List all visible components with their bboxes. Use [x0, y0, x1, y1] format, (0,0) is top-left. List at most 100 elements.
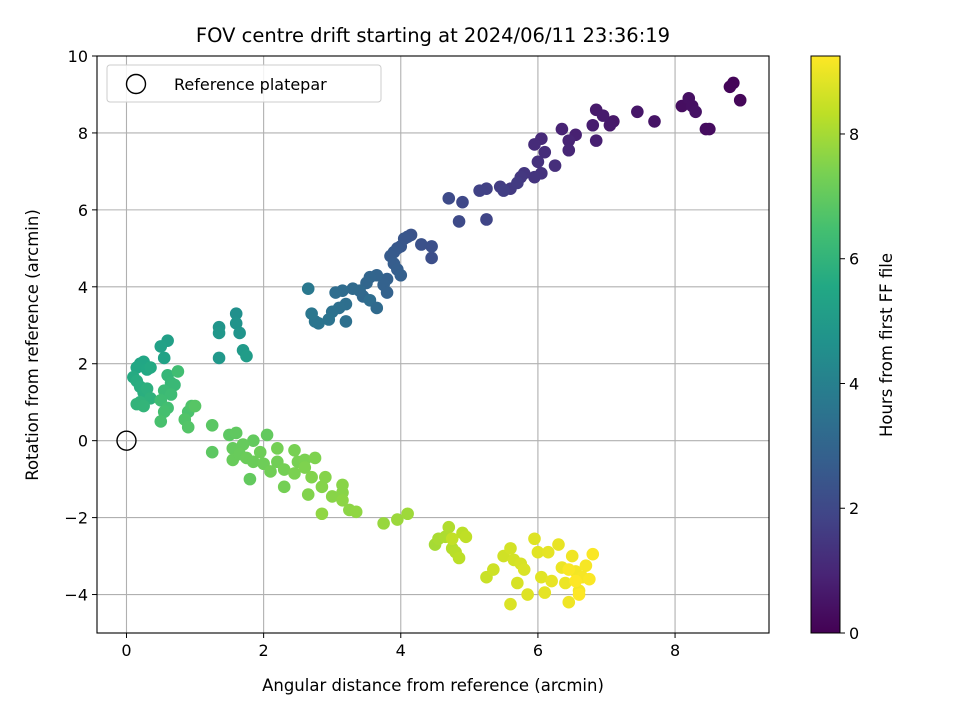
data-point [487, 563, 500, 576]
data-point [370, 301, 384, 315]
data-point [264, 465, 277, 478]
data-point [277, 463, 291, 476]
data-point [391, 513, 404, 526]
data-point [336, 478, 349, 492]
data-point [425, 251, 438, 265]
data-point [545, 574, 558, 588]
data-point [157, 351, 171, 365]
y-tick-label: 4 [78, 278, 88, 297]
data-point [452, 551, 466, 565]
x-tick-label: 2 [259, 641, 269, 660]
data-point [247, 455, 260, 469]
data-point [157, 405, 171, 419]
data-point [325, 490, 339, 503]
data-point [559, 576, 572, 590]
data-point [459, 530, 473, 544]
legend[interactable]: Reference platepar [106, 64, 382, 103]
data-point [229, 426, 243, 440]
data-point [511, 176, 524, 190]
data-point [140, 382, 154, 396]
x-tick-label: 6 [533, 641, 543, 660]
data-point [346, 282, 360, 296]
y-axis-label: Rotation from reference (arcmin) [23, 209, 42, 481]
axis-ticks: 0 2 4 6 8 −4 −2 0 2 4 6 8 10 [64, 47, 680, 660]
data-point [456, 195, 469, 209]
data-point [528, 170, 541, 184]
data-point [154, 415, 168, 428]
data-point [504, 597, 517, 611]
data-point [528, 138, 541, 151]
data-point [137, 399, 150, 413]
chart-title: FOV centre drift starting at 2024/06/11 … [196, 24, 670, 47]
data-point [689, 105, 702, 119]
data-point [315, 507, 329, 521]
data-point [603, 118, 617, 132]
data-point [511, 576, 524, 590]
data-point [260, 428, 274, 442]
data-point [442, 192, 456, 205]
data-point [336, 493, 349, 507]
colorbar-label: Hours from first FF file [877, 253, 896, 437]
legend-label: Reference platepar [174, 75, 327, 94]
data-point [277, 480, 291, 494]
data-point [301, 282, 315, 296]
y-tick-label: 10 [68, 47, 88, 66]
data-point [380, 286, 394, 299]
data-point [349, 505, 363, 519]
data-point [452, 215, 466, 228]
data-point [377, 517, 390, 530]
x-tick-label: 0 [121, 641, 131, 660]
data-point [130, 361, 144, 374]
data-point [586, 547, 600, 561]
legend-box [106, 64, 382, 103]
data-point [555, 122, 569, 136]
data-point [631, 105, 644, 119]
data-point [171, 365, 185, 378]
data-point [473, 184, 486, 197]
data-point [319, 470, 332, 484]
y-tick-label: 2 [78, 355, 88, 374]
data-point [243, 472, 257, 486]
data-point [229, 317, 243, 330]
data-point [589, 134, 603, 147]
data-point [205, 445, 219, 459]
data-point [154, 340, 168, 353]
data-point [596, 109, 610, 122]
colorbar-ticks: 0 2 4 6 8 [840, 125, 859, 643]
data-point [236, 438, 250, 451]
data-point [339, 315, 353, 328]
data-point [212, 351, 226, 365]
data-point [531, 545, 545, 559]
legend-marker-icon [125, 73, 147, 95]
y-tick-label: 0 [78, 432, 88, 451]
colorbar-tick-label: 4 [849, 374, 859, 393]
reference-platepar-marker [116, 430, 137, 451]
data-point [569, 574, 582, 588]
data-point [552, 538, 565, 551]
data-point [521, 588, 534, 601]
colorbar-tick-label: 0 [849, 624, 859, 643]
data-point [528, 532, 541, 546]
data-point [562, 143, 576, 157]
data-point [315, 480, 329, 494]
colorbar-tick-label: 8 [849, 125, 859, 144]
data-point [164, 388, 178, 401]
data-point [205, 418, 219, 432]
data-point [253, 445, 267, 459]
data-point [298, 461, 312, 474]
data-point [394, 268, 408, 282]
data-point [240, 349, 253, 363]
data-point [415, 238, 428, 251]
data-point [445, 532, 459, 546]
data-point [288, 443, 301, 457]
data-point [480, 213, 493, 226]
data-point [562, 595, 576, 609]
y-tick-label: 6 [78, 201, 88, 220]
data-point [288, 467, 301, 480]
data-point [583, 572, 596, 586]
data-point [305, 307, 318, 321]
data-point [233, 326, 246, 340]
data-point [212, 326, 226, 340]
data-point [535, 570, 548, 584]
